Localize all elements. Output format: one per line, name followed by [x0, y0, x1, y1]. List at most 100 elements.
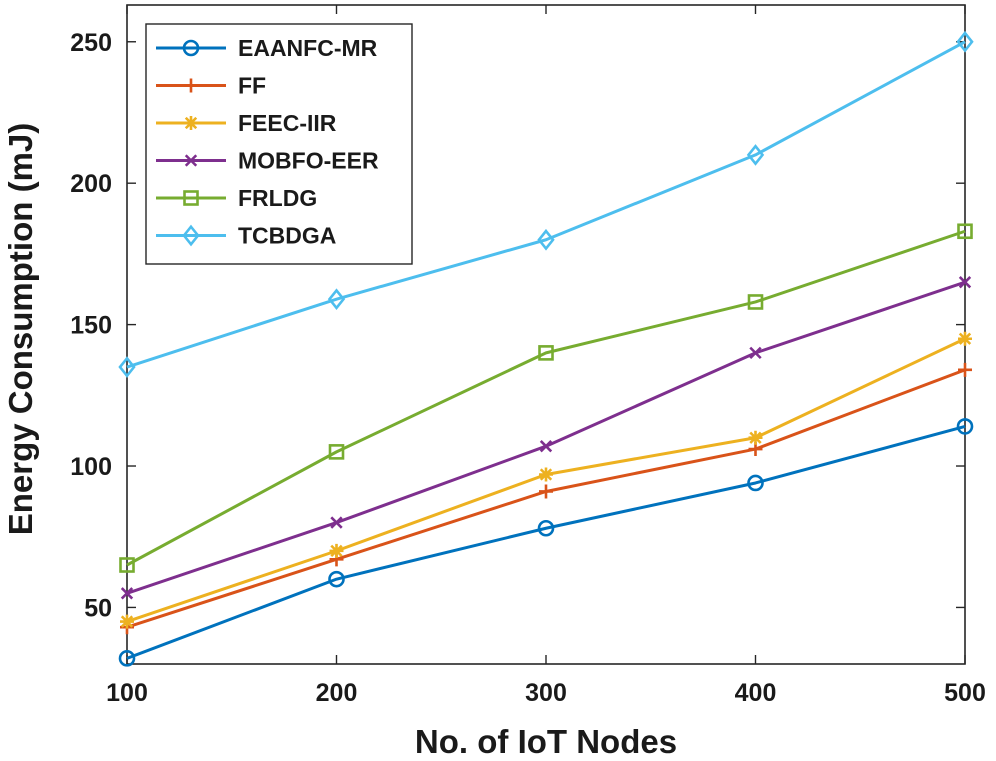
series-feec-iir [120, 331, 972, 629]
legend-entry: FF [156, 73, 266, 99]
legend-entry: FRLDG [156, 185, 317, 211]
data-point [746, 144, 765, 166]
legend-label: EAANFC-MR [238, 35, 378, 61]
y-tick-label: 50 [84, 594, 112, 622]
legend-swatch-marker [183, 190, 199, 206]
legend-entry: FEEC-IIR [156, 110, 337, 136]
marker-square [328, 444, 345, 460]
series-line [126, 424, 966, 660]
data-point [958, 331, 972, 346]
legend-entry: TCBDGA [156, 223, 336, 249]
marker-star [748, 430, 763, 445]
marker-plus [184, 78, 198, 93]
data-point [747, 294, 764, 310]
marker-circle [956, 418, 974, 435]
data-point [120, 587, 134, 600]
data-point [537, 519, 555, 537]
data-point [748, 430, 763, 445]
x-axis-title: No. of IoT Nodes [415, 723, 677, 760]
legend-entry: MOBFO-EER [156, 148, 379, 174]
marker-circle [328, 570, 345, 588]
data-point [747, 474, 764, 492]
marker-square [183, 190, 199, 206]
legend-label: TCBDGA [238, 223, 336, 249]
marker-plus [539, 484, 553, 499]
marker-diamond [118, 356, 136, 378]
data-point [327, 288, 346, 310]
x-tick-label: 400 [735, 679, 777, 707]
series-eaanfc-mr [118, 418, 974, 667]
x-tick-label: 300 [525, 679, 567, 707]
marker-diamond [956, 30, 974, 53]
series-layer [118, 30, 974, 667]
data-point [118, 356, 136, 378]
y-tick-label: 150 [70, 312, 112, 340]
legend-box [145, 23, 413, 265]
marker-star [184, 116, 198, 130]
data-point [749, 346, 762, 360]
marker-circle [182, 39, 200, 57]
marker-square [119, 557, 135, 573]
series-line [126, 40, 966, 369]
x-tick-label: 100 [106, 679, 148, 707]
marker-x [958, 276, 972, 289]
legend-label: FF [238, 73, 266, 99]
data-point [118, 650, 136, 667]
data-point [330, 516, 343, 529]
legend-swatch-marker [184, 78, 198, 93]
series-tcbdga [118, 30, 974, 378]
series-line [126, 229, 966, 567]
series-mobfo-eer [120, 276, 972, 600]
series-frldg [119, 223, 973, 573]
legend-swatch-marker [182, 39, 200, 57]
data-point [539, 440, 553, 453]
marker-x [184, 154, 198, 167]
data-point [538, 345, 554, 361]
marker-star [329, 543, 344, 558]
legend-label: FRLDG [238, 185, 317, 211]
legend-label: FEEC-IIR [238, 110, 337, 136]
data-point [958, 362, 972, 377]
marker-star [958, 331, 972, 346]
legend-entry: EAANFC-MR [156, 35, 378, 61]
data-point [537, 228, 555, 251]
marker-diamond [537, 228, 555, 251]
marker-x [539, 440, 553, 453]
legend-swatch-marker [182, 224, 200, 247]
marker-circle [537, 519, 555, 537]
marker-diamond [746, 144, 765, 166]
y-tick-label: 100 [70, 453, 112, 481]
data-point [539, 467, 553, 482]
marker-square [747, 294, 764, 310]
legend-swatch-marker [184, 116, 198, 130]
marker-x [120, 587, 134, 600]
legend: EAANFC-MR FF FEEC-IIR MOBFO-EER FRLDG TCBDGA [145, 23, 413, 265]
x-tick-label: 500 [944, 679, 986, 707]
data-point [119, 557, 135, 573]
data-point [956, 30, 974, 53]
marker-x [749, 346, 762, 360]
series-line [126, 280, 966, 595]
data-point [539, 484, 553, 499]
marker-x [330, 516, 343, 529]
marker-circle [747, 474, 764, 492]
y-axis-title: Energy Consumption (mJ) [2, 123, 39, 536]
data-point [120, 614, 134, 629]
marker-star [539, 467, 553, 482]
marker-circle [118, 650, 136, 667]
legend-label: MOBFO-EER [238, 148, 379, 174]
marker-star [120, 614, 134, 629]
y-tick-label: 250 [70, 29, 112, 57]
data-point [329, 543, 344, 558]
data-point [328, 444, 345, 460]
legend-swatch-marker [184, 154, 198, 167]
marker-diamond [327, 288, 346, 310]
data-point [957, 223, 973, 240]
marker-diamond [182, 224, 200, 247]
data-point [958, 276, 972, 289]
marker-square [957, 223, 973, 240]
data-point [956, 418, 974, 435]
x-tick-label: 200 [316, 679, 358, 707]
data-point [328, 570, 345, 588]
